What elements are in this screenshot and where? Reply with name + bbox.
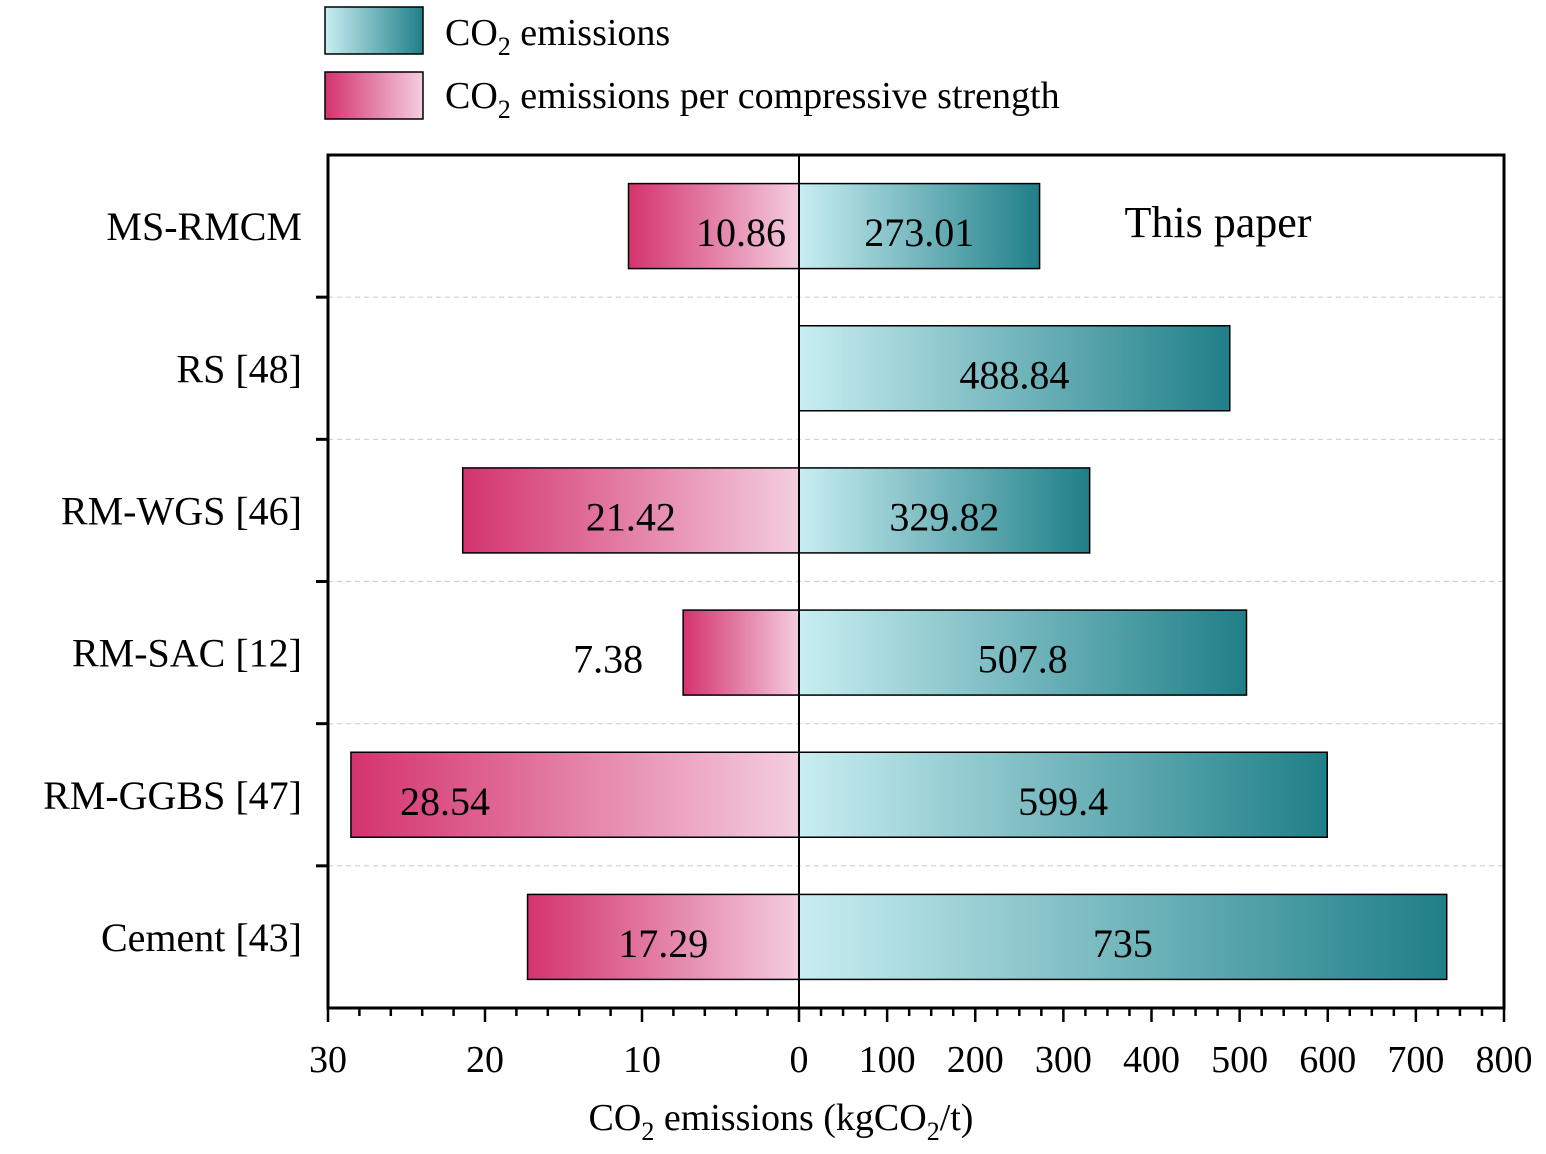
category-label-rm-sac-12: RM-SAC [12]: [72, 631, 302, 676]
bars: [350, 182, 1448, 981]
axis-ticks: 30 20 10 0 100 200 300 400 500 600 700 800: [309, 295, 1533, 1081]
value-label-co2-cement-43: 735: [1093, 921, 1153, 966]
legend-swatch-co2-emissions: [324, 6, 424, 55]
bar-co2-rm-wgs-46: [798, 467, 1091, 554]
value-label-co2-per-strength-cement-43: 17.29: [618, 921, 708, 966]
annotation-this-paper: This paper: [1125, 198, 1312, 247]
x-tick-label-right: 800: [1476, 1039, 1533, 1081]
x-tick-label-left: 10: [623, 1039, 661, 1081]
bar-co2-per-strength-cement-43: [526, 893, 800, 981]
bar-co2-rm-ggbs-47: [798, 751, 1328, 838]
bar-co2-per-strength-rm-sac-12: [682, 609, 800, 696]
x-tick-label-right: 200: [947, 1039, 1004, 1081]
x-tick-label-right: 100: [859, 1039, 916, 1081]
value-label-co2-rm-ggbs-47: 599.4: [1018, 779, 1108, 824]
value-label-co2-per-strength-rm-wgs-46: 21.42: [586, 494, 676, 539]
value-labels: 273.01 10.86 488.84 329.82 21.42 507.8 7.38 599…: [400, 210, 1153, 966]
x-tick-label-right: 400: [1123, 1039, 1180, 1081]
bar-co2-ms-rmcm: [798, 182, 1041, 270]
value-label-co2-rm-sac-12: 507.8: [978, 637, 1068, 682]
value-label-co2-per-strength-ms-rmcm: 10.86: [696, 210, 786, 255]
x-axis-title: CO2 emissions (kgCO2/t): [589, 1097, 974, 1146]
value-label-co2-per-strength-rm-sac-12: 7.38: [573, 637, 643, 682]
value-label-co2-ms-rmcm: 273.01: [864, 210, 974, 255]
x-tick-label-left: 30: [309, 1039, 347, 1081]
bar-co2-cement-43: [798, 893, 1448, 981]
bar-co2-rm-sac-12: [798, 609, 1248, 696]
x-tick-label-right: 500: [1211, 1039, 1268, 1081]
x-tick-label-right: 600: [1299, 1039, 1356, 1081]
category-label-rm-wgs-46: RM-WGS [46]: [61, 488, 302, 533]
category-label-ms-rmcm: MS-RMCM: [106, 204, 302, 249]
category-labels: MS-RMCM RS [48] RM-WGS [46] RM-SAC [12] RM-G…: [43, 204, 302, 960]
category-label-cement-43: Cement [43]: [101, 915, 302, 960]
bar-co2-per-strength-rm-wgs-46: [461, 467, 800, 554]
value-label-co2-rm-wgs-46: 329.82: [889, 494, 999, 539]
bar-co2-per-strength-rm-ggbs-47: [350, 751, 800, 838]
bar-co2-per-strength-ms-rmcm: [627, 182, 800, 270]
legend-label-co2-per-strength: CO2 emissions per compressive strength: [445, 75, 1060, 124]
value-label-co2-rs-48: 488.84: [959, 352, 1069, 397]
category-label-rm-ggbs-47: RM-GGBS [47]: [43, 773, 302, 818]
x-tick-label-right: 700: [1387, 1039, 1444, 1081]
x-tick-label-left: 20: [466, 1039, 504, 1081]
value-label-co2-per-strength-rm-ggbs-47: 28.54: [400, 779, 490, 824]
legend-label-co2-emissions: CO2 emissions: [445, 12, 670, 61]
category-label-rs-48: RS [48]: [176, 346, 302, 391]
legend-swatch-co2-per-strength: [324, 71, 424, 120]
x-tick-label-left: 0: [790, 1039, 809, 1081]
legend: CO2 emissions CO2 emissions per compress…: [324, 6, 1060, 124]
x-tick-label-right: 300: [1035, 1039, 1092, 1081]
grid-lines: [328, 296, 1504, 867]
